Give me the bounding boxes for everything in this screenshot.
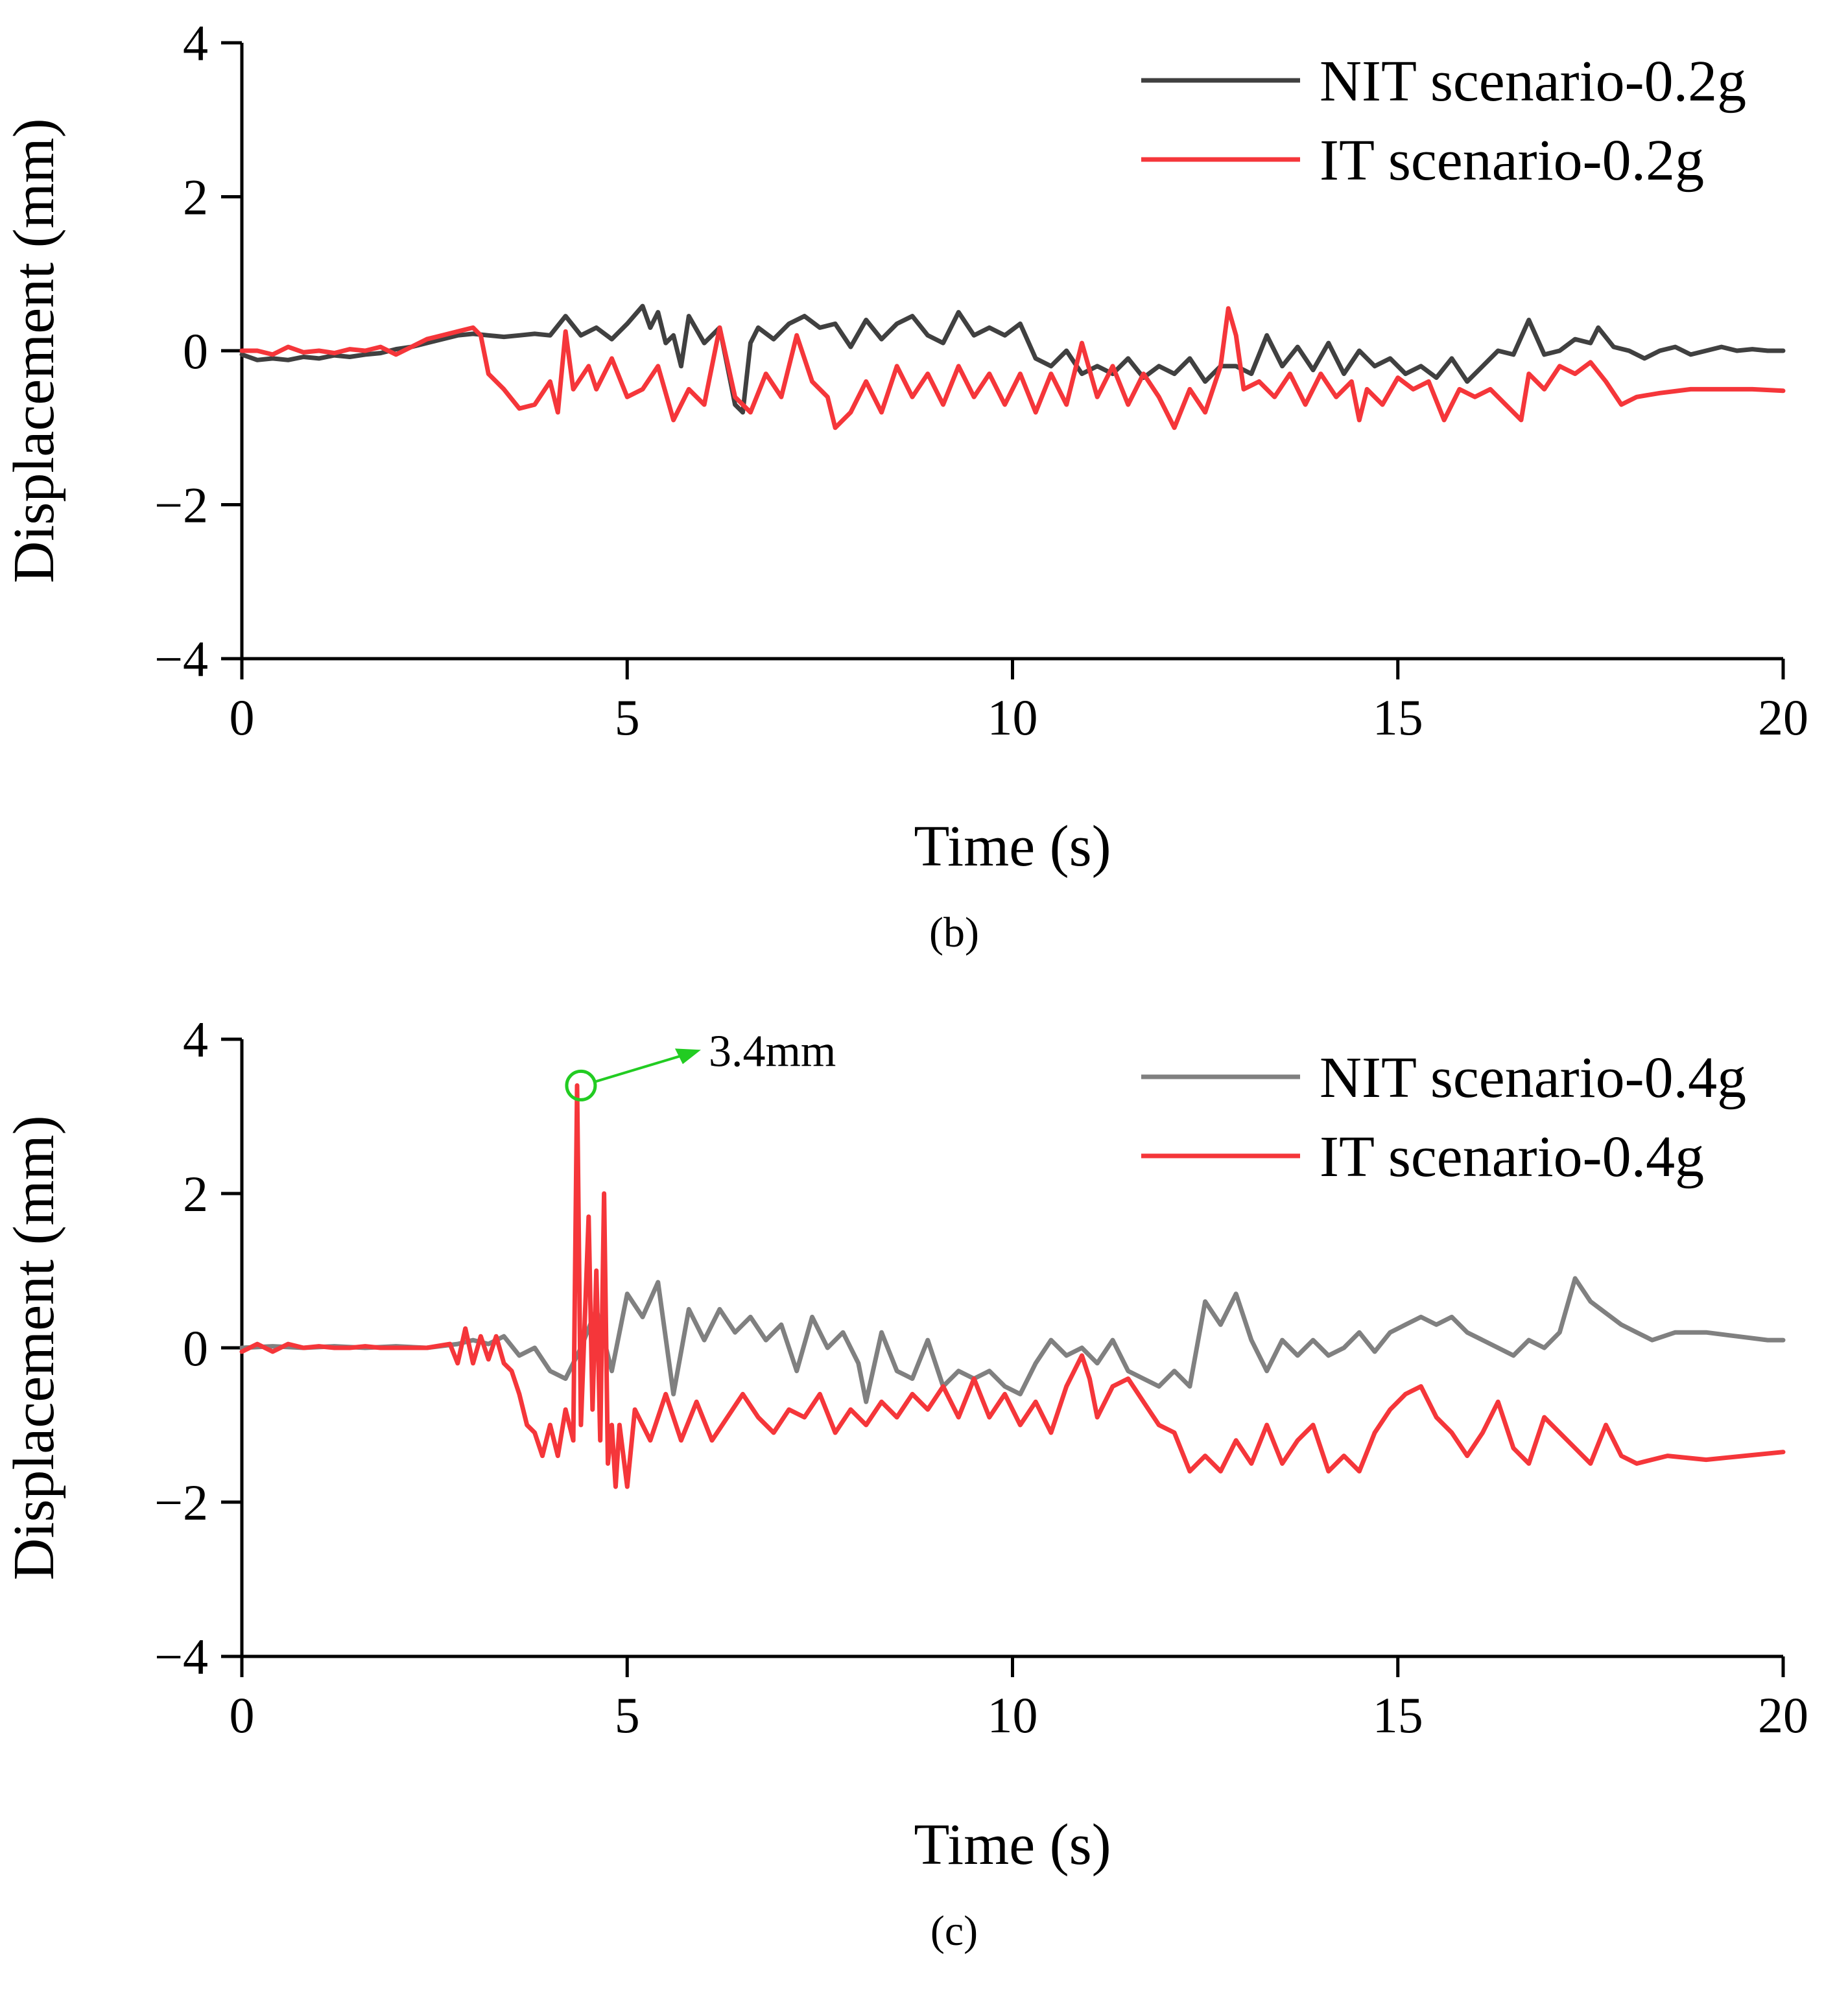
x-tick-label: 10 [988, 1687, 1038, 1743]
x-axis-title: Time (s) [914, 814, 1111, 878]
x-tick-label: 0 [230, 689, 255, 746]
y-tick-label: −2 [154, 477, 208, 534]
y-tick-label: −2 [154, 1474, 208, 1531]
y-tick-label: −4 [154, 631, 208, 687]
series-line-it [239, 1083, 1786, 1489]
x-tick-label: 10 [988, 689, 1038, 746]
y-axis-title: Displacement (mm) [2, 118, 66, 583]
annotation-circle [565, 1069, 597, 1101]
x-tick-label: 5 [615, 1687, 640, 1743]
series-line-nit [239, 303, 1786, 415]
y-tick-label: 4 [183, 1011, 208, 1068]
panel-label: (b) [929, 909, 979, 956]
y-tick-label: 0 [183, 1320, 208, 1376]
x-tick-label: 20 [1758, 1687, 1808, 1743]
annotation-arrow [595, 1054, 682, 1083]
legend-label: IT scenario-0.4g [1320, 1125, 1704, 1189]
x-axis-title: Time (s) [914, 1813, 1111, 1877]
x-tick-label: 20 [1758, 689, 1808, 746]
y-tick-label: 4 [183, 15, 208, 71]
annotation-arrowhead [674, 1048, 701, 1065]
y-tick-label: 2 [183, 169, 208, 226]
legend-label: NIT scenario-0.4g [1320, 1046, 1746, 1110]
x-tick-label: 5 [615, 689, 640, 746]
x-tick-label: 15 [1373, 689, 1423, 746]
legend-label: IT scenario-0.2g [1320, 128, 1704, 193]
y-tick-label: 2 [183, 1166, 208, 1222]
annotation-label: 3.4mm [709, 1026, 836, 1076]
series-line-it [239, 306, 1786, 430]
series-line-nit [239, 1276, 1786, 1404]
x-tick-label: 15 [1373, 1687, 1423, 1743]
panel-label: (c) [930, 1907, 978, 1955]
y-tick-label: −4 [154, 1629, 208, 1685]
x-tick-label: 0 [230, 1687, 255, 1743]
legend-label: NIT scenario-0.2g [1320, 49, 1746, 113]
y-axis-title: Displacement (mm) [2, 1115, 66, 1580]
y-tick-label: 0 [183, 323, 208, 379]
